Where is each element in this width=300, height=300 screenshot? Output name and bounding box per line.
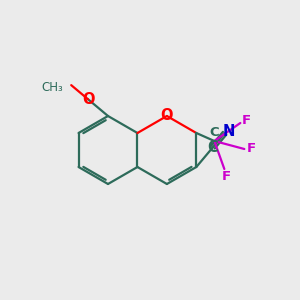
Text: F: F [242,115,251,128]
Text: F: F [247,142,256,155]
Text: CH₃: CH₃ [41,81,63,94]
Text: O: O [82,92,94,107]
Text: O: O [160,107,173,122]
Text: C: C [209,127,219,140]
Text: C: C [208,140,218,154]
Text: N: N [222,124,235,139]
Text: F: F [222,170,231,184]
